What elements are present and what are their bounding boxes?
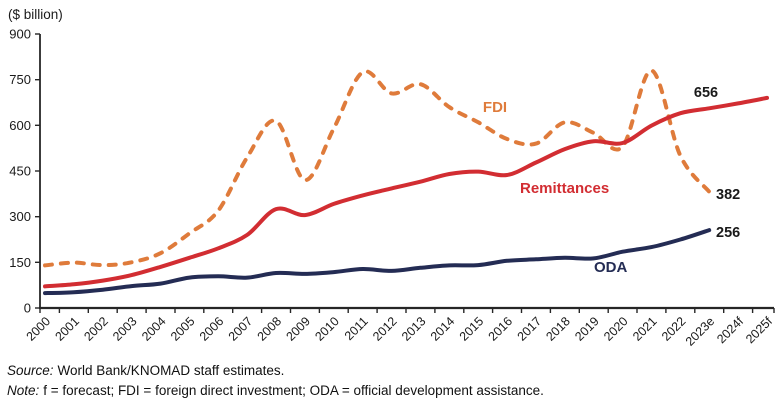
chart-footer: Source: World Bank/KNOMAD staff estimates…: [7, 361, 544, 401]
x-tick-label: 2009: [283, 314, 313, 344]
x-tick-label: 2016: [486, 314, 516, 344]
x-tick-label: 2006: [197, 314, 227, 344]
y-tick-label: 750: [9, 72, 31, 87]
end-value-label-remittances: 656: [694, 85, 718, 101]
x-tick-label: 2025f: [743, 314, 775, 346]
x-tick-label: 2003: [110, 314, 140, 344]
x-tick-label: 2014: [428, 314, 458, 344]
y-tick-label: 0: [24, 301, 31, 316]
y-tick-label: 600: [9, 118, 31, 133]
note-text: f = forecast; FDI = foreign direct inves…: [43, 383, 544, 398]
end-value-label-fdi: 382: [716, 187, 740, 203]
x-tick-label: 2001: [52, 314, 82, 344]
series-label-fdi: FDI: [483, 99, 507, 116]
source-note: Source: World Bank/KNOMAD staff estimates…: [7, 361, 544, 381]
x-tick-label: 2012: [370, 314, 400, 344]
x-tick-label: 2000: [24, 314, 54, 344]
series-line-fdi: [43, 68, 712, 268]
x-tick-label: 2008: [255, 314, 285, 344]
y-axis-unit-label: ($ billion): [8, 7, 63, 22]
series-line-oda: [43, 228, 712, 296]
x-tick-label: 2007: [226, 314, 256, 344]
x-tick-label: 2002: [81, 314, 111, 344]
x-tick-label: 2015: [457, 314, 487, 344]
series-label-remittances: Remittances: [520, 180, 609, 197]
series-label-oda: ODA: [594, 259, 628, 276]
x-tick-label: 2024f: [714, 314, 746, 346]
source-text: World Bank/KNOMAD staff estimates.: [57, 363, 285, 378]
source-label: Source:: [7, 363, 54, 378]
y-tick-label: 150: [9, 255, 31, 270]
note-label: Note:: [7, 383, 40, 398]
x-tick-label: 2011: [342, 314, 371, 343]
x-tick-label: 2017: [515, 314, 545, 344]
x-tick-label: 2004: [139, 314, 169, 344]
x-tick-label: 2019: [572, 314, 602, 344]
x-tick-label: 2018: [543, 314, 573, 344]
x-tick-label: 2013: [399, 314, 429, 344]
x-tick-label: 2023e: [683, 314, 718, 349]
end-value-label-oda: 256: [716, 225, 740, 241]
x-tick-label: 2020: [601, 314, 631, 344]
y-tick-label: 450: [9, 164, 31, 179]
y-tick-label: 300: [9, 209, 31, 224]
x-tick-label: 2005: [168, 314, 198, 344]
series-line-remittances: [43, 95, 769, 289]
y-tick-label: 900: [9, 27, 31, 42]
x-tick-label: 2021: [630, 314, 660, 344]
note-line: Note: f = forecast; FDI = foreign direct …: [7, 381, 544, 401]
x-tick-label: 2010: [312, 314, 342, 344]
